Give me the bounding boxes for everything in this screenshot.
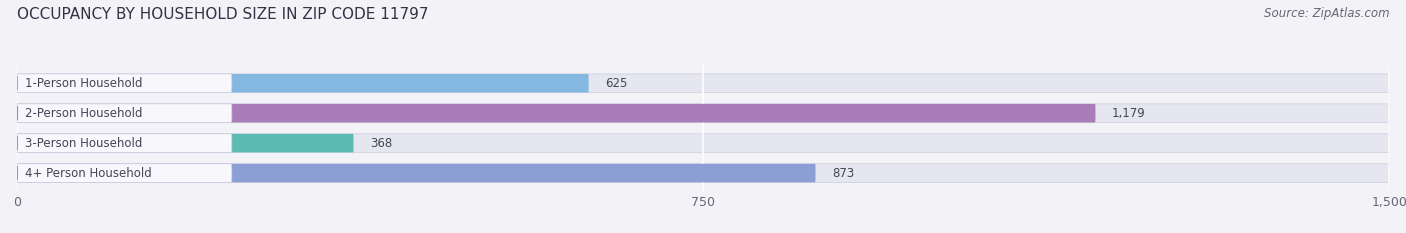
Text: 1-Person Household: 1-Person Household xyxy=(25,77,142,90)
FancyBboxPatch shape xyxy=(17,164,1389,182)
FancyBboxPatch shape xyxy=(17,74,589,93)
Text: Source: ZipAtlas.com: Source: ZipAtlas.com xyxy=(1264,7,1389,20)
FancyBboxPatch shape xyxy=(17,104,1095,123)
Text: 873: 873 xyxy=(832,167,855,180)
FancyBboxPatch shape xyxy=(17,134,1389,152)
Text: 2-Person Household: 2-Person Household xyxy=(25,107,142,120)
FancyBboxPatch shape xyxy=(17,134,232,152)
FancyBboxPatch shape xyxy=(17,74,1389,93)
Text: OCCUPANCY BY HOUSEHOLD SIZE IN ZIP CODE 11797: OCCUPANCY BY HOUSEHOLD SIZE IN ZIP CODE … xyxy=(17,7,429,22)
FancyBboxPatch shape xyxy=(17,164,815,182)
FancyBboxPatch shape xyxy=(17,74,232,93)
Text: 4+ Person Household: 4+ Person Household xyxy=(25,167,152,180)
Text: 368: 368 xyxy=(370,137,392,150)
FancyBboxPatch shape xyxy=(17,104,232,123)
Text: 625: 625 xyxy=(605,77,627,90)
FancyBboxPatch shape xyxy=(17,104,1389,123)
Text: 1,179: 1,179 xyxy=(1112,107,1146,120)
FancyBboxPatch shape xyxy=(17,134,353,152)
FancyBboxPatch shape xyxy=(17,164,232,182)
Text: 3-Person Household: 3-Person Household xyxy=(25,137,142,150)
